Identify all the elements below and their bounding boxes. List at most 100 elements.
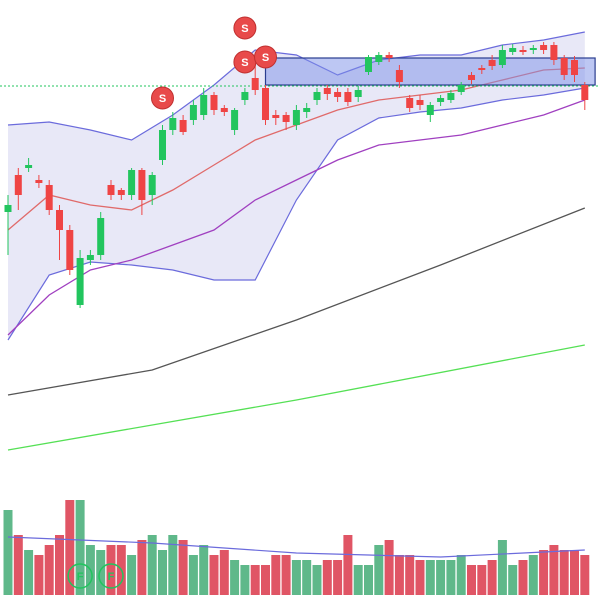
candle-body [488,60,496,66]
flag-marker [98,563,124,589]
candle-body [241,92,249,100]
volume-bar [333,560,343,595]
candle-body [56,210,63,230]
signal-marker [254,45,277,69]
volume-bar [240,565,250,595]
volume-bar [508,565,518,595]
volume-bar [446,560,456,595]
volume-bar [477,565,487,595]
candle-body [323,88,331,94]
volume-bar [364,565,373,595]
volume-bar [528,555,538,595]
volume-bar [353,565,363,595]
candle-body [334,92,342,97]
volume-bar [230,560,240,595]
candle-body [519,50,527,52]
candle-body [66,230,74,270]
signal-marker [233,16,257,40]
candle-body [220,108,228,112]
volume-bar [425,560,435,595]
candle-body [385,55,393,58]
candle-body [169,118,177,130]
candle-body [529,48,537,50]
candle-body [550,45,558,60]
candle-body [4,205,12,212]
candle-body [344,92,352,102]
volume-bar [343,535,353,595]
volume-bar [487,560,497,595]
volume-bar [261,565,270,595]
volume-average [7,536,585,558]
volume-bar [271,555,281,595]
volume-bar [394,555,404,595]
candle-body [447,93,455,100]
candle-body [426,105,434,115]
volume-bar [436,560,446,595]
volume-bar [467,565,476,595]
candle-body [45,185,53,210]
volume-bar [250,565,260,595]
volume-bar [55,535,64,595]
candle-body [200,95,208,115]
candle-body [313,92,321,100]
flag-label: F [77,571,84,583]
volume-bar [302,560,312,595]
moving-average [7,99,586,336]
candle-body [25,165,33,168]
flag-marker [67,563,93,589]
candle-body [365,57,372,72]
volume-bar [24,550,34,595]
candle-body [560,58,568,75]
candle-body [35,180,43,183]
candle-body [272,115,280,118]
signal-label: S [241,57,248,69]
volume-bar [415,560,425,595]
volume-bar [539,550,549,595]
volume-bar [188,555,198,595]
candle-body [231,110,239,130]
candle-body [179,120,187,132]
volume-bar [384,540,394,595]
volume-bar [209,555,219,595]
candle-body [437,98,445,102]
candle-body [303,108,311,112]
moving-average [7,344,585,451]
volume-bar [549,545,559,595]
candle-body [581,85,589,100]
volume-bar [34,555,44,595]
candle-body [540,45,548,50]
volume-bar [3,510,13,595]
candle-body [468,75,475,80]
candle-body [375,55,383,62]
candle-body [117,190,125,195]
candle-body [148,175,156,195]
band-upper [7,31,585,141]
volume-bar [497,540,507,595]
volume-bar [281,555,291,595]
candle-body [478,68,486,70]
candle-body [406,98,414,108]
volume-bar [65,500,75,595]
volume-bar [178,540,188,595]
volume-bar [168,535,178,595]
volume-bar [106,545,116,595]
candle-body [76,258,84,305]
volume-bar [96,550,106,595]
volume-bar [158,550,167,595]
volume-bar [580,555,590,595]
volume-bar [291,560,301,595]
volume-bar [75,500,85,595]
signal-marker [151,86,174,110]
moving-average [7,207,586,396]
candle-body [416,100,424,105]
volume-bar [456,555,466,595]
candle-body [498,50,506,65]
volume-bar [137,540,147,595]
candle-body [210,95,218,110]
resistance-zone [264,57,596,86]
volume-bar [570,550,579,595]
volume-bar [405,555,415,595]
volume-bar [219,550,229,595]
volume-bar [147,535,157,595]
